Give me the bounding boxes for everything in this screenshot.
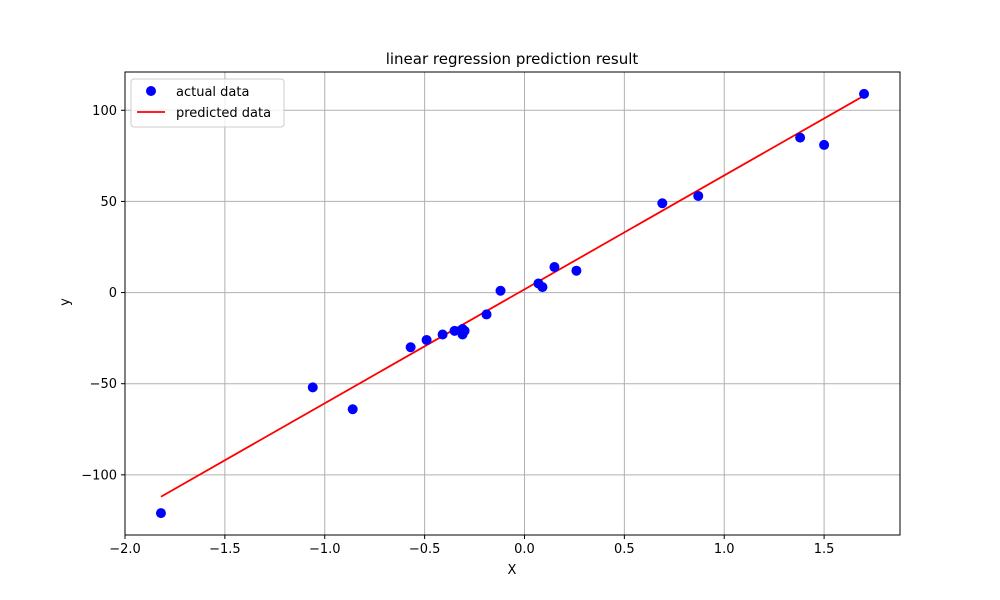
plot-frame bbox=[124, 71, 901, 536]
data-point bbox=[549, 262, 560, 273]
data-point bbox=[421, 334, 432, 345]
x-tick-label: 0.0 bbox=[514, 542, 535, 557]
chart-title: linear regression prediction result bbox=[386, 50, 639, 68]
legend: actual data predicted data bbox=[130, 78, 285, 128]
series-layer bbox=[155, 88, 870, 519]
y-tick-label: 100 bbox=[92, 104, 117, 119]
legend-label-predicted: predicted data bbox=[176, 106, 271, 121]
x-tick-label: 0.5 bbox=[614, 542, 635, 557]
data-point bbox=[155, 508, 166, 519]
x-axis-label: X bbox=[508, 563, 517, 578]
y-tick-label: −50 bbox=[90, 377, 117, 392]
data-point bbox=[437, 329, 448, 340]
x-tick-label: −2.0 bbox=[109, 542, 141, 557]
legend-label-actual: actual data bbox=[176, 85, 249, 100]
legend-frame bbox=[130, 78, 285, 128]
y-axis-label: y bbox=[58, 298, 73, 306]
data-point bbox=[859, 88, 870, 99]
x-axis: −2.0 −1.5 −1.0 −0.5 0.0 0.5 1.0 1.5 bbox=[109, 535, 834, 557]
predicted-line bbox=[160, 94, 865, 498]
x-tick-label: −0.5 bbox=[409, 542, 441, 557]
data-point bbox=[795, 132, 806, 143]
data-point bbox=[457, 329, 468, 340]
y-axis: −100 −50 0 50 100 bbox=[81, 104, 125, 483]
data-point bbox=[819, 139, 830, 150]
data-point bbox=[449, 325, 460, 336]
x-tick-label: 1.0 bbox=[714, 542, 735, 557]
data-point bbox=[571, 265, 582, 276]
data-point bbox=[347, 404, 358, 415]
data-point bbox=[495, 285, 506, 296]
x-tick-label: −1.5 bbox=[209, 542, 241, 557]
x-tick-label: 1.5 bbox=[814, 542, 835, 557]
grid bbox=[124, 72, 900, 535]
data-point bbox=[537, 282, 548, 293]
legend-marker-actual bbox=[146, 86, 156, 96]
y-tick-label: 0 bbox=[109, 286, 117, 301]
y-tick-label: 50 bbox=[100, 195, 117, 210]
data-point bbox=[481, 309, 492, 320]
data-point bbox=[405, 342, 416, 353]
x-tick-label: −1.0 bbox=[309, 542, 341, 557]
data-point bbox=[657, 198, 668, 209]
data-point bbox=[693, 190, 704, 201]
y-tick-label: −100 bbox=[81, 468, 117, 483]
data-point bbox=[307, 382, 318, 393]
